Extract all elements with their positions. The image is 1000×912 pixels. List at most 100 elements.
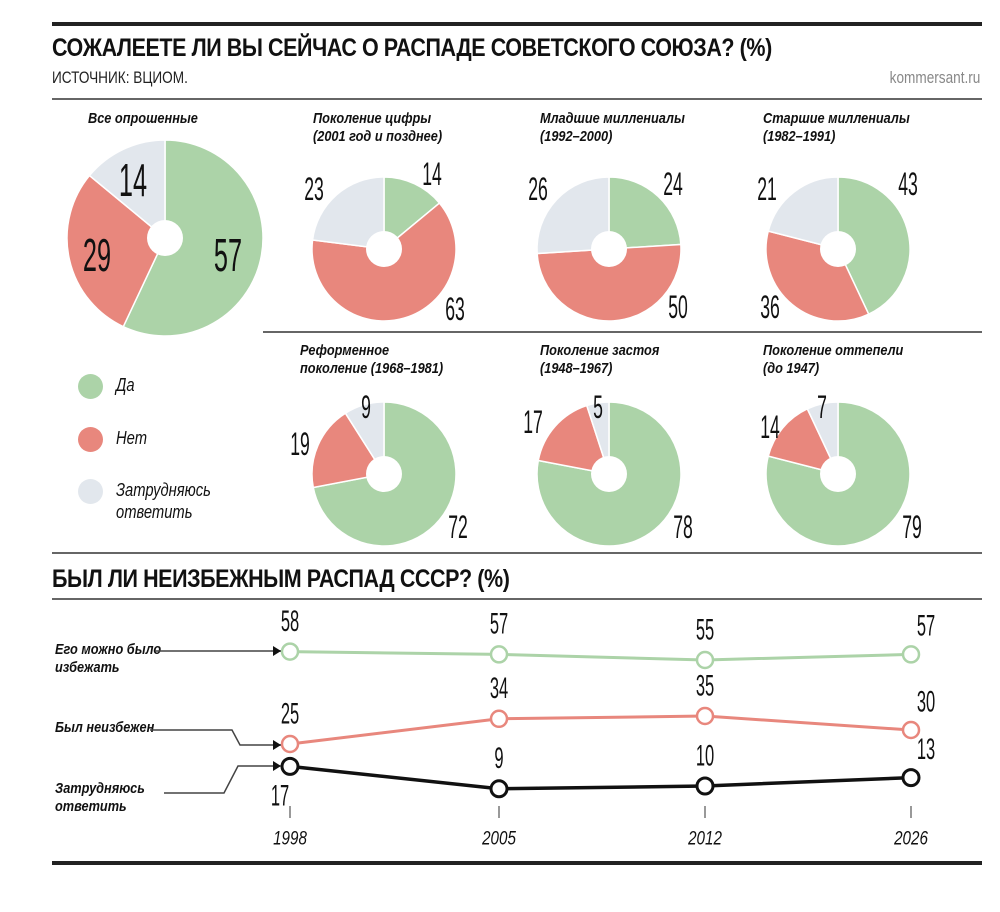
pie-6-label-unsure: 7	[817, 391, 827, 426]
point-avoidable-2012	[695, 650, 715, 670]
pie-3-hole	[820, 231, 856, 267]
pie-1-hole	[366, 231, 402, 267]
point-avoidable-1998	[280, 642, 300, 661]
x-label-2026: 2026	[893, 827, 928, 849]
pie-4-slice-no	[311, 412, 386, 489]
pie-title-thaw: Поколение оттепели (до 1947)	[763, 342, 904, 377]
bottom-rule	[52, 861, 982, 865]
pie-title-old-millennials: Старшие миллениалы (1982–1991)	[763, 110, 910, 145]
value-label-unsure-2012: 10	[696, 739, 714, 772]
point-avoidable-2026	[901, 645, 921, 664]
point-unsure-2026	[901, 768, 921, 788]
x-label-2012: 2012	[687, 827, 722, 849]
point-unsure-1998	[280, 756, 300, 776]
value-label-inevitable-2012: 35	[696, 669, 714, 702]
point-inevitable-2026	[901, 720, 921, 740]
arrow-unsure-head	[273, 761, 281, 771]
legend-unsure-swatch	[78, 479, 103, 504]
section2-title: БЫЛ ЛИ НЕИЗБЕЖНЫМ РАСПАД СССР? (%)	[52, 565, 510, 593]
pie-4-label-yes: 72	[448, 511, 468, 546]
top-rule	[52, 22, 982, 26]
value-label-unsure-2026: 13	[917, 733, 935, 766]
pie-title-stagnation: Поколение застоя (1948–1967)	[540, 342, 660, 377]
pie-4-hole	[366, 456, 402, 492]
pie-title-digital: Поколение цифры (2001 год и позднее)	[313, 110, 443, 145]
pie-6-slice-no	[767, 407, 840, 476]
point-inevitable-2005	[489, 709, 509, 729]
point-unsure-2012	[695, 776, 715, 796]
legend-yes-label: Да	[116, 375, 135, 395]
value-label-avoidable-2005: 57	[490, 608, 508, 641]
pie-3-label-no: 36	[760, 291, 780, 326]
pie-3-label-unsure: 21	[757, 173, 777, 208]
point-inevitable-2012	[695, 706, 715, 726]
pie-0-hole	[147, 220, 183, 256]
value-label-unsure-1998: 17	[271, 780, 289, 813]
source-text: ИСТОЧНИК: ВЦИОМ.	[52, 68, 188, 87]
pie-5-hole	[591, 456, 627, 492]
value-label-avoidable-2012: 55	[696, 613, 714, 646]
pie-4-slice-unsure	[344, 401, 385, 477]
line-avoidable	[289, 650, 912, 662]
x-label-2005: 2005	[481, 827, 516, 849]
arrow-unsure	[164, 765, 281, 794]
section2-rule	[52, 598, 982, 600]
pie-title-reform: Реформенное поколение (1968–1981)	[300, 342, 444, 377]
main-title: СОЖАЛЕЕТЕ ЛИ ВЫ СЕЙЧАС О РАСПАДЕ СОВЕТСК…	[52, 34, 772, 62]
pie-3-label-yes: 43	[898, 168, 918, 203]
line-inevitable	[289, 714, 912, 746]
pie-5-slice-no	[537, 404, 611, 475]
pie-0-slice-unsure	[88, 139, 166, 240]
pie-6-slice-unsure	[806, 401, 839, 475]
series-label-unsure: Затрудняюсь ответить	[55, 780, 145, 815]
pie-6-label-no: 14	[760, 411, 780, 446]
pie-1-slice-yes	[383, 176, 441, 251]
pie-4-label-no: 19	[290, 428, 310, 463]
pie-2-hole	[591, 231, 627, 267]
line-unsure	[289, 764, 912, 791]
series-label-avoidable: Его можно было избежать	[55, 641, 162, 676]
arrow-avoidable-head	[273, 646, 281, 656]
pie-2-slice-yes	[608, 176, 682, 250]
pie-1-label-no: 63	[445, 293, 465, 328]
pie-3-slice-yes	[837, 176, 911, 316]
pie-0-label-yes: 57	[214, 229, 242, 281]
pie-6-hole	[820, 456, 856, 492]
point-inevitable-1998	[280, 734, 300, 754]
pie-1-label-unsure: 23	[304, 173, 324, 208]
pie-2-slice-unsure	[536, 176, 610, 255]
legend-no-label: Нет	[116, 428, 148, 448]
arrow-inevitable	[150, 729, 281, 746]
pie-5-label-no: 17	[523, 406, 543, 441]
arrow-inevitable-head	[273, 740, 281, 750]
pie-title-all: Все опрошенные	[88, 110, 198, 127]
legend-yes-swatch	[78, 374, 103, 399]
value-label-inevitable-2026: 30	[917, 685, 935, 718]
pie-1-slice-unsure	[311, 176, 385, 250]
pie-2-label-no: 50	[668, 291, 688, 326]
header-rule	[52, 98, 982, 100]
pie-5-label-unsure: 5	[593, 391, 603, 426]
value-label-inevitable-1998: 25	[281, 697, 299, 730]
value-label-unsure-2005: 9	[494, 742, 503, 775]
x-label-1998: 1998	[273, 827, 307, 849]
pie-2-label-yes: 24	[663, 168, 683, 203]
pie-5-label-yes: 78	[673, 511, 693, 546]
row-divider	[263, 331, 982, 333]
pie-0-slice-yes	[122, 139, 264, 337]
value-label-avoidable-1998: 58	[281, 605, 299, 638]
pie-0-label-unsure: 14	[119, 154, 147, 206]
value-label-avoidable-2026: 57	[917, 610, 935, 643]
point-unsure-2005	[489, 779, 509, 799]
pie-5-slice-unsure	[585, 401, 610, 475]
pie-3-slice-unsure	[767, 176, 839, 250]
legend-no-swatch	[78, 427, 103, 452]
pie-3-slice-no	[765, 230, 870, 322]
series-label-inevitable: Был неизбежен	[55, 719, 155, 736]
pie-0-slice-no	[66, 174, 166, 328]
point-avoidable-2005	[489, 645, 509, 664]
brand-text: kommersant.ru	[889, 68, 980, 87]
value-label-inevitable-2005: 34	[490, 672, 508, 705]
